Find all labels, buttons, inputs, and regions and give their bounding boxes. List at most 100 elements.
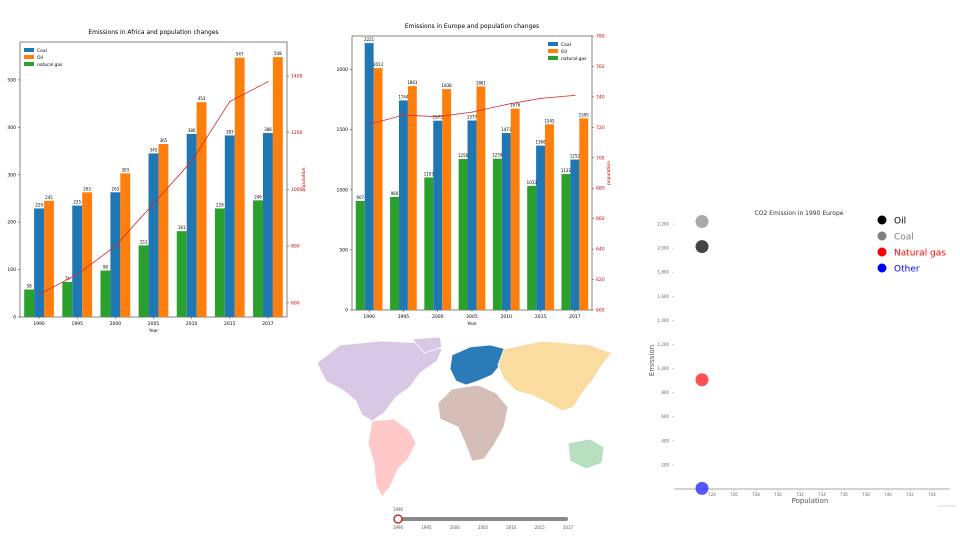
x-tick-label: 2017 bbox=[262, 321, 274, 327]
slider-handle[interactable] bbox=[393, 514, 403, 524]
y2-tick-label: 1400 bbox=[291, 74, 303, 80]
bar-coal bbox=[148, 153, 159, 317]
slider-track[interactable] bbox=[398, 517, 568, 521]
bar-natural-gas bbox=[492, 158, 502, 310]
europe-emissions-chart: Emissions in Europe and population chang… bbox=[322, 22, 628, 332]
bar-value-label: 1259 bbox=[492, 153, 503, 158]
europe-region[interactable] bbox=[449, 344, 507, 386]
population-point bbox=[539, 97, 542, 100]
population-point bbox=[38, 293, 40, 295]
bar-oil bbox=[476, 86, 486, 310]
x-tick-label: 738 bbox=[862, 492, 870, 497]
y-tick-label: 1,000 bbox=[658, 366, 670, 371]
population-point bbox=[114, 245, 116, 247]
bar-oil bbox=[158, 143, 169, 317]
bar-value-label: 263 bbox=[112, 186, 120, 191]
x-tick-label: 728 bbox=[752, 492, 760, 497]
south-america-region[interactable] bbox=[367, 418, 417, 498]
bar-natural-gas bbox=[424, 177, 434, 310]
x-tick-label: 2005 bbox=[466, 314, 478, 320]
bar-value-label: 246 bbox=[254, 194, 262, 199]
world-map[interactable]: 1990 1990 1995 2000 2005 2010 2015 2017 bbox=[312, 335, 630, 535]
bar-value-label: 58 bbox=[27, 284, 33, 289]
x-tick-label: 734 bbox=[818, 492, 826, 497]
bar-coal bbox=[467, 120, 477, 310]
bar-value-label: 1256 bbox=[458, 153, 469, 158]
y-tick-label: 1,200 bbox=[658, 342, 670, 347]
bar-value-label: 235 bbox=[73, 200, 81, 205]
y2-tick-label: 1000 bbox=[291, 187, 303, 193]
bar-oil bbox=[44, 200, 54, 317]
bar-value-label: 181 bbox=[178, 225, 186, 230]
scatter-title: CO2 Emission in 1990 Europe bbox=[755, 210, 844, 217]
bar-coal bbox=[34, 208, 45, 317]
slider-ticks: 1990 1995 2000 2005 2010 2015 2017 bbox=[393, 525, 574, 530]
bar-value-label: 1863 bbox=[407, 80, 418, 85]
bar-value-label: 263 bbox=[83, 186, 91, 191]
x-tick-label: 732 bbox=[796, 492, 804, 497]
legend-label: Oil bbox=[894, 217, 906, 227]
legend-label: Coal bbox=[894, 233, 914, 243]
slider-tick-label: 1990 bbox=[393, 525, 404, 530]
greenland-region[interactable] bbox=[411, 336, 443, 354]
y-tick-label: 1,400 bbox=[658, 318, 670, 323]
bar-oil bbox=[510, 108, 520, 310]
legend-swatch bbox=[24, 62, 34, 66]
y2-tick-label: 740 bbox=[596, 94, 605, 100]
scatter-point-other bbox=[695, 481, 709, 495]
bar-value-label: 1838 bbox=[442, 83, 453, 88]
slider-tick-label: 2010 bbox=[506, 525, 517, 530]
y-tick-label: 0 bbox=[345, 308, 348, 314]
legend-swatch bbox=[24, 48, 34, 52]
north-america-region[interactable] bbox=[316, 340, 443, 422]
bar-value-label: 1131 bbox=[561, 168, 572, 173]
bar-value-label: 1033 bbox=[527, 180, 538, 185]
x-tick-label: 726 bbox=[730, 492, 738, 497]
bar-oil bbox=[407, 86, 417, 310]
y-tick-label: 200 bbox=[7, 220, 16, 226]
y-axis-label: Emission bbox=[648, 345, 656, 376]
bar-value-label: 383 bbox=[226, 129, 234, 134]
y-tick-label: 2000 bbox=[337, 67, 349, 73]
x-tick-label: 1990 bbox=[33, 321, 45, 327]
bar-oil bbox=[545, 124, 554, 310]
legend-label: Coal bbox=[561, 42, 571, 48]
x-axis-label: Year bbox=[148, 328, 159, 334]
x-tick-label: 2005 bbox=[148, 321, 160, 327]
y2-tick-label: 660 bbox=[596, 216, 605, 222]
bar-value-label: 547 bbox=[236, 52, 244, 57]
bar-value-label: 453 bbox=[198, 96, 206, 101]
bar-coal bbox=[72, 205, 83, 317]
scatter-chart-svg: CO2 Emission in 1990 Europe 200 400 600 800 1… bbox=[648, 210, 956, 507]
slider-value: 1990 bbox=[393, 507, 404, 512]
oceania-region[interactable] bbox=[567, 438, 605, 470]
bar-value-label: 1252 bbox=[570, 154, 581, 159]
x-axis-label: Year bbox=[466, 321, 477, 327]
bar-coal bbox=[262, 133, 273, 317]
bar-value-label: 1368 bbox=[535, 140, 546, 145]
bar-value-label: 1595 bbox=[579, 112, 590, 117]
x-tick-label: 740 bbox=[884, 492, 892, 497]
legend-label: Coal bbox=[37, 48, 47, 54]
asia-region[interactable] bbox=[497, 340, 613, 412]
year-slider[interactable]: 1990 1990 1995 2000 2005 2010 2015 2017 bbox=[393, 507, 574, 530]
x-tick-label: 2010 bbox=[501, 314, 513, 320]
europe-chart-svg: Emissions in Europe and population chang… bbox=[337, 23, 612, 327]
legend-marker bbox=[877, 231, 887, 241]
population-point bbox=[191, 160, 193, 162]
y-tick-label: 1500 bbox=[337, 127, 349, 133]
y-tick-label: 100 bbox=[7, 267, 16, 273]
y2-axis-label: population bbox=[301, 167, 307, 191]
y-tick-label: 500 bbox=[7, 77, 16, 83]
y-tick-label: 0 bbox=[13, 315, 16, 321]
y2-tick-label: 600 bbox=[291, 300, 300, 306]
africa-region[interactable] bbox=[437, 384, 509, 462]
legend-label: natural gas bbox=[37, 62, 63, 68]
legend-label: Other bbox=[894, 265, 920, 275]
bar-oil bbox=[234, 57, 245, 318]
bar-coal bbox=[224, 135, 235, 317]
bar-value-label: 229 bbox=[216, 202, 224, 207]
y-tick-label: 1,800 bbox=[658, 270, 670, 275]
y2-tick-label: 620 bbox=[596, 277, 605, 283]
population-point bbox=[574, 94, 576, 96]
